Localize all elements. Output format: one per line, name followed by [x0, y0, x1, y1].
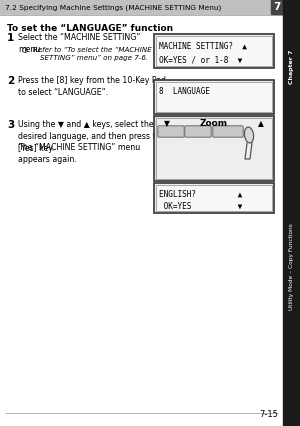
- Ellipse shape: [244, 128, 253, 144]
- FancyBboxPatch shape: [156, 83, 272, 113]
- Text: 8  LANGUAGE: 8 LANGUAGE: [159, 87, 210, 96]
- Text: 7-15: 7-15: [259, 409, 278, 418]
- Bar: [283, 0, 300, 426]
- FancyBboxPatch shape: [156, 186, 272, 211]
- Text: Select the “MACHINE SETTING”
menu.: Select the “MACHINE SETTING” menu.: [18, 33, 140, 54]
- Text: 2: 2: [7, 76, 14, 86]
- Text: ENGLISH?         ▲: ENGLISH? ▲: [159, 189, 242, 198]
- Text: OK=YES / or 1-8  ▼: OK=YES / or 1-8 ▼: [159, 55, 242, 64]
- Text: Chapter 7: Chapter 7: [289, 50, 293, 84]
- Text: Press the [8] key from the 10-Key Pad
to select “LANGUAGE”.: Press the [8] key from the 10-Key Pad to…: [18, 76, 166, 97]
- FancyBboxPatch shape: [213, 127, 243, 138]
- FancyBboxPatch shape: [156, 119, 272, 180]
- Text: Using the ▼ and ▲ keys, select the
desired language, and then press the
[Yes] ke: Using the ▼ and ▲ keys, select the desir…: [18, 120, 165, 152]
- FancyBboxPatch shape: [158, 127, 184, 138]
- FancyBboxPatch shape: [154, 117, 274, 181]
- Bar: [0, 0, 283, 15]
- Text: The “MACHINE SETTING” menu
appears again.: The “MACHINE SETTING” menu appears again…: [18, 143, 140, 164]
- Text: 7.2 Specifying Machine Settings (MACHINE SETTING Menu): 7.2 Specifying Machine Settings (MACHINE…: [5, 4, 221, 11]
- FancyBboxPatch shape: [185, 127, 211, 138]
- FancyBboxPatch shape: [154, 184, 274, 213]
- Text: 7: 7: [273, 3, 281, 12]
- Bar: [271, 0, 283, 15]
- Text: Utility Mode – Copy Functions: Utility Mode – Copy Functions: [289, 223, 293, 310]
- Text: ▲: ▲: [258, 119, 264, 128]
- FancyBboxPatch shape: [156, 37, 272, 67]
- Text: Zoom: Zoom: [200, 119, 228, 128]
- Text: 1: 1: [7, 33, 14, 43]
- Text: ▼: ▼: [164, 119, 170, 128]
- Text: MACHINE SETTING?  ▲: MACHINE SETTING? ▲: [159, 41, 247, 50]
- FancyBboxPatch shape: [154, 81, 274, 115]
- Text: 3: 3: [7, 120, 14, 130]
- Text: To set the “LANGUAGE” function: To set the “LANGUAGE” function: [7, 24, 173, 33]
- Text: ○  Refer to “To select the “MACHINE
        SETTING” menu” on page 7-6.: ○ Refer to “To select the “MACHINE SETTI…: [22, 46, 152, 60]
- FancyBboxPatch shape: [154, 35, 274, 69]
- Text: OK=YES          ▼: OK=YES ▼: [159, 201, 242, 210]
